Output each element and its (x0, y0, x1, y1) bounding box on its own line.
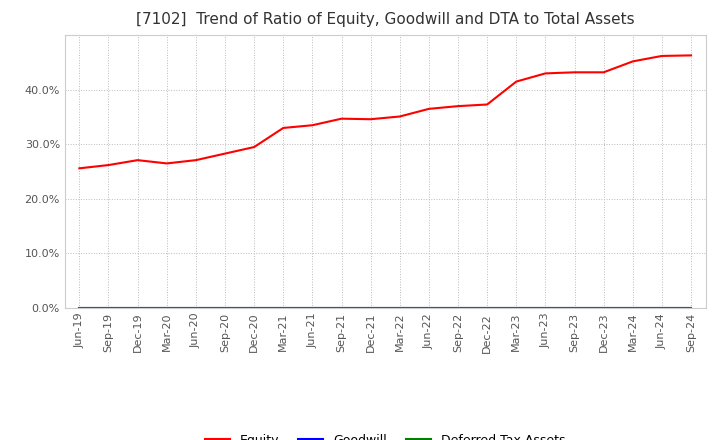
Deferred Tax Assets (192, 305, 200, 311)
Deferred Tax Assets (337, 305, 346, 311)
Deferred Tax Assets (570, 305, 579, 311)
Equity (425, 106, 433, 111)
Goodwill (395, 305, 404, 311)
Goodwill (366, 305, 375, 311)
Equity (250, 144, 258, 150)
Deferred Tax Assets (629, 305, 637, 311)
Goodwill (687, 305, 696, 311)
Deferred Tax Assets (512, 305, 521, 311)
Goodwill (599, 305, 608, 311)
Deferred Tax Assets (599, 305, 608, 311)
Equity (163, 161, 171, 166)
Title: [7102]  Trend of Ratio of Equity, Goodwill and DTA to Total Assets: [7102] Trend of Ratio of Equity, Goodwil… (136, 12, 634, 27)
Goodwill (104, 305, 113, 311)
Equity (395, 114, 404, 119)
Goodwill (192, 305, 200, 311)
Goodwill (75, 305, 84, 311)
Goodwill (657, 305, 666, 311)
Goodwill (133, 305, 142, 311)
Deferred Tax Assets (483, 305, 492, 311)
Goodwill (629, 305, 637, 311)
Goodwill (250, 305, 258, 311)
Deferred Tax Assets (133, 305, 142, 311)
Deferred Tax Assets (308, 305, 317, 311)
Goodwill (570, 305, 579, 311)
Deferred Tax Assets (279, 305, 287, 311)
Line: Equity: Equity (79, 55, 691, 169)
Deferred Tax Assets (425, 305, 433, 311)
Equity (279, 125, 287, 131)
Deferred Tax Assets (366, 305, 375, 311)
Deferred Tax Assets (657, 305, 666, 311)
Equity (308, 123, 317, 128)
Goodwill (483, 305, 492, 311)
Equity (220, 151, 229, 156)
Legend: Equity, Goodwill, Deferred Tax Assets: Equity, Goodwill, Deferred Tax Assets (200, 429, 570, 440)
Equity (512, 79, 521, 84)
Goodwill (425, 305, 433, 311)
Equity (629, 59, 637, 64)
Deferred Tax Assets (75, 305, 84, 311)
Goodwill (541, 305, 550, 311)
Deferred Tax Assets (541, 305, 550, 311)
Deferred Tax Assets (163, 305, 171, 311)
Equity (133, 158, 142, 163)
Goodwill (337, 305, 346, 311)
Goodwill (220, 305, 229, 311)
Equity (366, 117, 375, 122)
Goodwill (454, 305, 462, 311)
Goodwill (163, 305, 171, 311)
Deferred Tax Assets (220, 305, 229, 311)
Equity (599, 70, 608, 75)
Equity (687, 53, 696, 58)
Equity (75, 166, 84, 171)
Equity (541, 71, 550, 76)
Deferred Tax Assets (104, 305, 113, 311)
Deferred Tax Assets (454, 305, 462, 311)
Equity (657, 53, 666, 59)
Equity (192, 158, 200, 163)
Equity (104, 162, 113, 168)
Deferred Tax Assets (250, 305, 258, 311)
Equity (483, 102, 492, 107)
Goodwill (279, 305, 287, 311)
Equity (570, 70, 579, 75)
Goodwill (308, 305, 317, 311)
Deferred Tax Assets (687, 305, 696, 311)
Equity (337, 116, 346, 121)
Goodwill (512, 305, 521, 311)
Equity (454, 103, 462, 109)
Deferred Tax Assets (395, 305, 404, 311)
